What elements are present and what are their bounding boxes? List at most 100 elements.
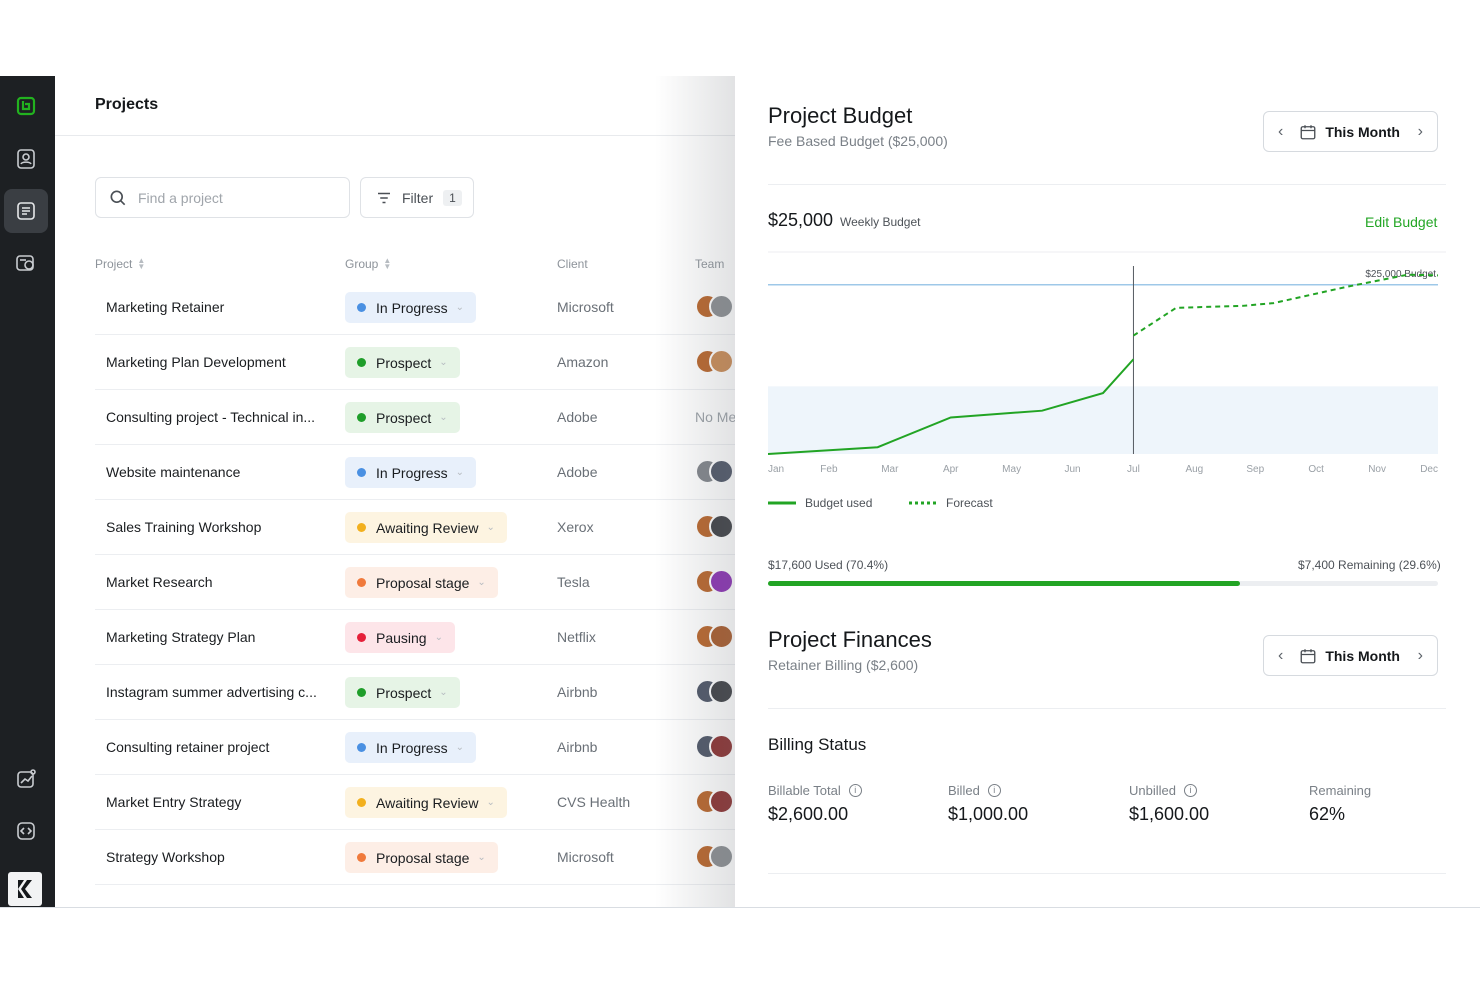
info-icon[interactable]: i xyxy=(987,784,1001,797)
chevron-down-icon: ⌄ xyxy=(477,577,486,588)
project-name[interactable]: Marketing Plan Development xyxy=(106,354,286,370)
chevron-down-icon: ⌄ xyxy=(434,632,443,643)
table-row[interactable]: Market Entry Strategy Awaiting Review ⌄ CVS… xyxy=(95,775,735,830)
client-name: Amazon xyxy=(557,354,609,370)
edit-budget-link[interactable]: Edit Budget xyxy=(1365,214,1438,230)
status-dot-icon xyxy=(357,853,366,862)
client-name: Airbnb xyxy=(557,684,598,700)
team-avatars[interactable] xyxy=(695,789,734,814)
chevron-left-icon[interactable]: ‹ xyxy=(1278,122,1284,140)
budget-line-label: $25,000 Budget xyxy=(1365,269,1436,280)
status-badge[interactable]: Awaiting Review ⌄ xyxy=(345,787,507,818)
project-name[interactable]: Consulting project - Technical in... xyxy=(106,409,316,425)
avatar xyxy=(709,294,734,319)
status-badge[interactable]: Proposal stage ⌄ xyxy=(345,567,498,598)
code-icon[interactable] xyxy=(4,809,48,853)
column-header-group[interactable]: Group ▲ ▼ xyxy=(345,256,392,272)
budget-period-selector[interactable]: ‹ This Month › xyxy=(1263,111,1438,152)
avatar xyxy=(709,459,734,484)
finances-period-selector[interactable]: ‹ This Month › xyxy=(1263,635,1438,676)
team-avatars[interactable] xyxy=(695,844,734,869)
status-badge[interactable]: Awaiting Review ⌄ xyxy=(345,512,507,543)
budget-title: Project Budget xyxy=(768,103,913,128)
chevron-down-icon: ⌄ xyxy=(439,412,448,423)
project-name[interactable]: Marketing Strategy Plan xyxy=(106,629,256,645)
project-name[interactable]: Market Research xyxy=(106,574,213,590)
budget-amount: $25,000 xyxy=(768,210,834,230)
status-badge[interactable]: In Progress ⌄ xyxy=(345,732,476,763)
chevron-right-icon[interactable]: › xyxy=(1417,122,1423,140)
chevron-right-icon[interactable]: › xyxy=(1417,646,1423,664)
status-dot-icon xyxy=(357,743,366,752)
project-name[interactable]: Market Entry Strategy xyxy=(106,794,242,810)
project-name[interactable]: Website maintenance xyxy=(106,464,241,480)
chevron-left-icon[interactable]: ‹ xyxy=(1278,646,1284,664)
chevron-down-icon: ⌄ xyxy=(455,302,464,313)
status-dot-icon xyxy=(357,413,366,422)
stat-unbilled: Unbilled i $1,600.00 xyxy=(1129,783,1210,824)
divider xyxy=(768,708,1446,709)
team-avatars[interactable] xyxy=(695,679,734,704)
status-label: In Progress xyxy=(376,739,448,756)
divider xyxy=(768,873,1446,874)
client-name: Microsoft xyxy=(557,299,614,315)
budget-progress-fill xyxy=(768,581,1240,586)
table-row[interactable]: Marketing Retainer In Progress ⌄ Microsoft xyxy=(95,280,735,335)
team-avatars[interactable] xyxy=(695,294,734,319)
search-input[interactable] xyxy=(138,189,328,206)
team-avatars[interactable] xyxy=(695,459,734,484)
avatar xyxy=(709,789,734,814)
table-row[interactable]: Marketing Plan Development Prospect ⌄ Amazo… xyxy=(95,335,735,390)
table-row[interactable]: Consulting retainer project In Progress ⌄ A… xyxy=(95,720,735,775)
project-name[interactable]: Marketing Retainer xyxy=(106,299,225,315)
column-header-project[interactable]: Project ▲ ▼ xyxy=(95,256,146,272)
status-badge[interactable]: In Progress ⌄ xyxy=(345,292,476,323)
search-box[interactable] xyxy=(95,177,350,218)
money-icon[interactable] xyxy=(4,241,48,285)
page-title: Projects xyxy=(95,96,159,113)
status-badge[interactable]: Prospect ⌄ xyxy=(345,347,460,378)
info-icon[interactable]: i xyxy=(1183,784,1197,797)
status-dot-icon xyxy=(357,633,366,642)
project-name[interactable]: Sales Training Workshop xyxy=(106,519,262,535)
status-dot-icon xyxy=(357,523,366,532)
column-header-team: Team xyxy=(695,257,725,271)
team-avatars[interactable] xyxy=(695,349,734,374)
chevron-down-icon: ⌄ xyxy=(486,522,495,533)
table-row[interactable]: Consulting project - Technical in... Pros… xyxy=(95,390,735,445)
status-badge[interactable]: Prospect ⌄ xyxy=(345,402,460,433)
chevron-down-icon: ⌄ xyxy=(439,357,448,368)
reports-icon[interactable] xyxy=(4,757,48,801)
x-tick-label: Feb xyxy=(820,464,838,475)
info-icon[interactable]: i xyxy=(848,784,862,797)
divider xyxy=(768,184,1446,185)
stat-billable-total: Billable Total i $2,600.00 xyxy=(768,783,862,825)
team-avatars[interactable] xyxy=(695,514,734,539)
status-dot-icon xyxy=(357,358,366,367)
logo-icon[interactable] xyxy=(4,84,48,128)
status-label: Prospect xyxy=(376,354,432,371)
status-badge[interactable]: Prospect ⌄ xyxy=(345,677,460,708)
legend-item-budget-used: Budget used xyxy=(768,496,873,510)
team-avatars[interactable] xyxy=(695,624,734,649)
table-row[interactable]: Strategy Workshop Proposal stage ⌄ Microsof… xyxy=(95,830,735,885)
project-name[interactable]: Strategy Workshop xyxy=(106,849,225,865)
status-badge[interactable]: In Progress ⌄ xyxy=(345,457,476,488)
period-label: This Month xyxy=(1325,123,1400,140)
table-row[interactable]: Website maintenance In Progress ⌄ Adobe xyxy=(95,445,735,500)
team-avatars[interactable] xyxy=(695,569,734,594)
contact-icon[interactable] xyxy=(4,137,48,181)
projects-icon[interactable] xyxy=(4,189,48,233)
filter-button[interactable]: Filter 1 xyxy=(360,177,474,218)
project-name[interactable]: Instagram summer advertising c... xyxy=(106,684,317,700)
finances-subtitle: Retainer Billing ($2,600) xyxy=(768,657,919,673)
brand-logo-icon[interactable] xyxy=(8,872,42,906)
table-row[interactable]: Market Research Proposal stage ⌄ Tesla xyxy=(95,555,735,610)
table-row[interactable]: Instagram summer advertising c... Prospec… xyxy=(95,665,735,720)
status-badge[interactable]: Pausing ⌄ xyxy=(345,622,455,653)
team-avatars[interactable] xyxy=(695,734,734,759)
project-name[interactable]: Consulting retainer project xyxy=(106,739,270,755)
table-row[interactable]: Marketing Strategy Plan Pausing ⌄ Netflix xyxy=(95,610,735,665)
status-badge[interactable]: Proposal stage ⌄ xyxy=(345,842,498,873)
table-row[interactable]: Sales Training Workshop Awaiting Review ⌄ X… xyxy=(95,500,735,555)
